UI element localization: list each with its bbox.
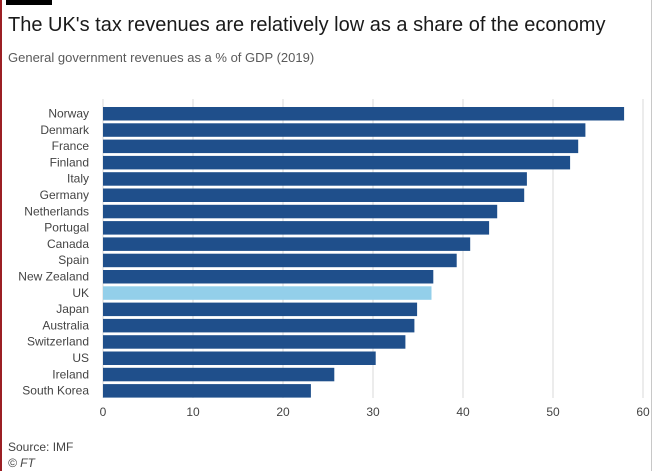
bar-chart: 0 10 20 30 40 50 60 Norway Denmark France Finland I…: [18, 99, 650, 419]
category-label-portugal: Portugal: [44, 221, 89, 235]
bar-canada: [103, 237, 471, 251]
category-label-uk: UK: [72, 286, 89, 300]
bar-new-zealand: [103, 270, 434, 284]
category-label-japan: Japan: [56, 302, 89, 316]
source-note: Source: IMF: [8, 440, 74, 454]
bar-germany: [103, 188, 525, 202]
category-label-spain: Spain: [58, 253, 89, 267]
category-label-germany: Germany: [40, 188, 89, 202]
category-label-france: France: [52, 139, 90, 153]
category-label-south-korea: South Korea: [22, 384, 89, 398]
category-label-finland: Finland: [50, 155, 89, 169]
category-label-denmark: Denmark: [40, 123, 90, 137]
x-tick-label-40: 40: [456, 405, 470, 419]
category-label-ireland: Ireland: [52, 367, 89, 381]
category-label-canada: Canada: [47, 237, 89, 251]
bar-netherlands: [103, 204, 498, 219]
x-tick-label-0: 0: [100, 405, 107, 419]
x-tick-label-60: 60: [636, 405, 650, 419]
category-label-netherlands: Netherlands: [24, 204, 89, 218]
bar-norway: [103, 107, 625, 121]
ft-credit: © FT: [8, 456, 35, 470]
bar-france: [103, 139, 579, 154]
bar-denmark: [103, 123, 586, 137]
x-tick-label-20: 20: [276, 405, 290, 419]
x-tick-label-50: 50: [546, 405, 560, 419]
bar-portugal: [103, 221, 490, 235]
category-label-new-zealand: New Zealand: [18, 270, 89, 284]
bar-switzerland: [103, 335, 406, 349]
bar-japan: [103, 302, 418, 317]
category-label-switzerland: Switzerland: [27, 335, 89, 349]
bar-spain: [103, 253, 457, 268]
bar-italy: [103, 172, 527, 186]
category-label-italy: Italy: [67, 172, 89, 186]
chart-title: The UK's tax revenues are relatively low…: [8, 14, 606, 36]
x-tick-label-30: 30: [366, 405, 380, 419]
category-label-norway: Norway: [48, 107, 89, 121]
bar-uk: [103, 286, 432, 300]
bar-south-korea: [103, 384, 311, 398]
chart-subtitle: General government revenues as a % of GD…: [8, 50, 315, 65]
x-tick-label-10: 10: [186, 405, 200, 419]
category-label-australia: Australia: [42, 318, 89, 332]
brand-accent-bar: [6, 0, 52, 5]
bar-australia: [103, 318, 415, 333]
bar-us: [103, 351, 376, 365]
category-label-us: US: [72, 351, 89, 365]
bar-finland: [103, 155, 571, 170]
bar-ireland: [103, 367, 335, 382]
